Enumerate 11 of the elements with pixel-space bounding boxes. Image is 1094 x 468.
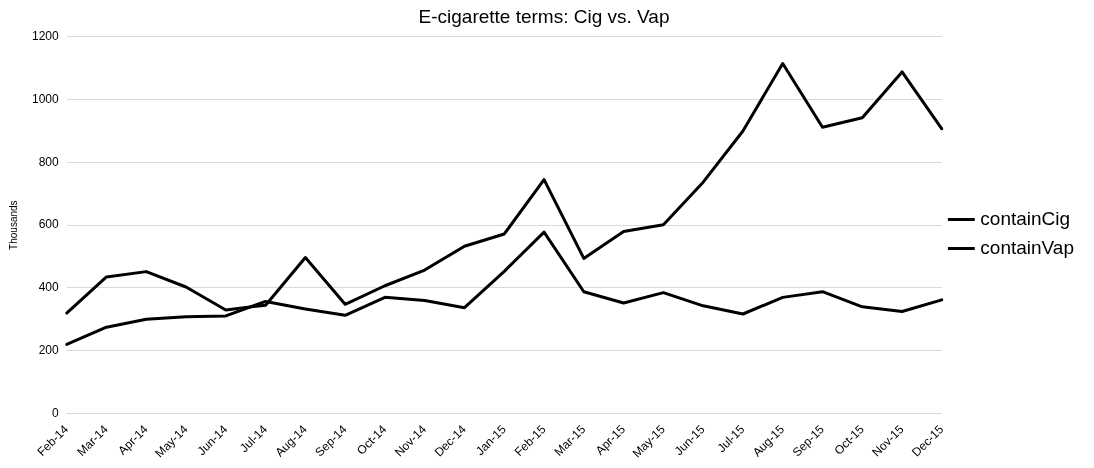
- y-tick-label: 600: [38, 217, 60, 232]
- y-tick-label: 1200: [31, 29, 60, 44]
- y-tick-label: 0: [52, 405, 60, 420]
- y-tick-label: 200: [38, 343, 60, 358]
- legend-label: containVap: [980, 236, 1075, 258]
- legend-label: containCig: [980, 207, 1071, 229]
- y-tick-label: 1000: [31, 91, 60, 106]
- chart-title: E-cigarette terms: Cig vs. Vap: [418, 5, 670, 27]
- y-axis-title: Thousands: [7, 200, 19, 250]
- y-tick-label: 400: [38, 280, 60, 295]
- y-tick-label: 800: [38, 154, 60, 169]
